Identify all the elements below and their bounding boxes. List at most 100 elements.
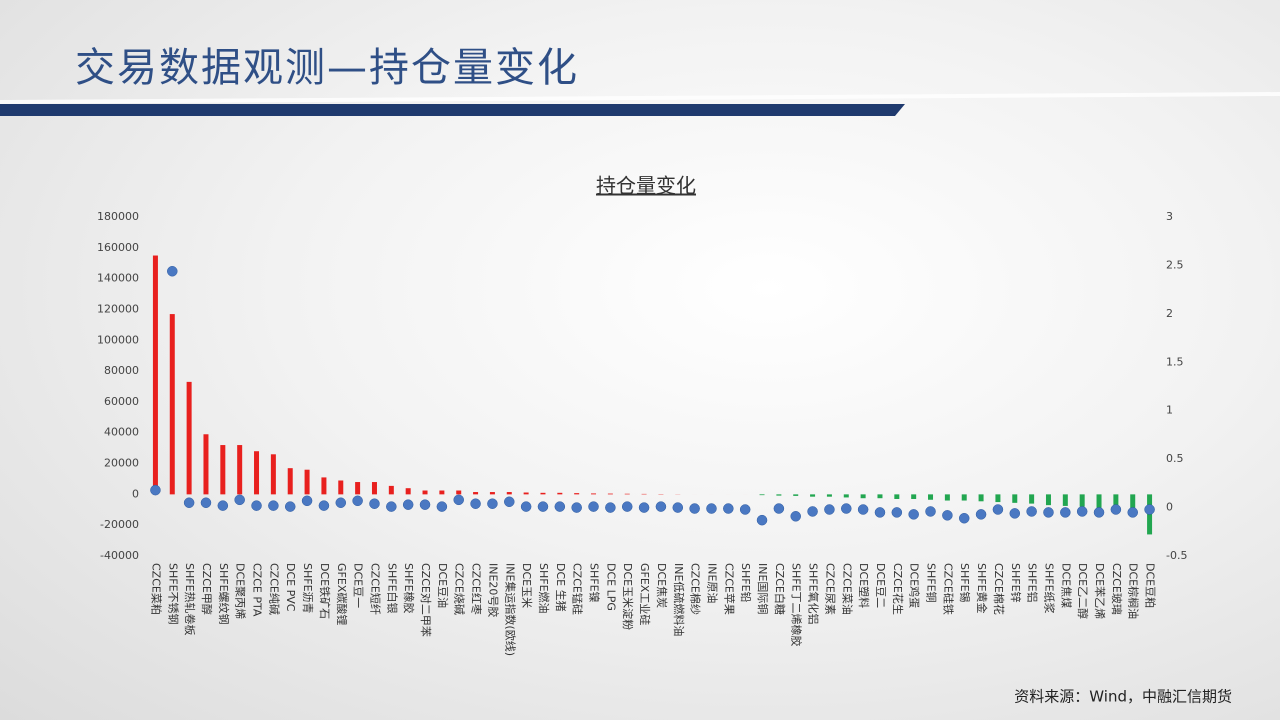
dot — [891, 507, 903, 518]
y-tick-label: 120000 — [97, 302, 139, 315]
dot — [638, 502, 650, 513]
y-tick-label: 20000 — [104, 457, 139, 470]
x-tick-label: SHFE燃油 — [537, 563, 551, 614]
bar — [894, 494, 900, 499]
x-tick-label: CZCE花生 — [891, 563, 905, 615]
dot — [1127, 507, 1138, 518]
x-tick-label: DCE棕榈油 — [1127, 563, 1141, 619]
dot — [706, 503, 717, 514]
y-tick-label: 60000 — [104, 395, 139, 408]
bar — [506, 492, 512, 495]
bar — [388, 485, 394, 495]
x-tick-label: CZCE尿素 — [823, 563, 836, 615]
y-tick-label: 140000 — [97, 272, 139, 285]
bar — [456, 490, 462, 495]
y2-tick-label: 1 — [1166, 404, 1173, 417]
x-tick-label: SHFE铝 — [1026, 563, 1040, 603]
dot — [402, 499, 414, 510]
dot — [689, 503, 700, 514]
bar — [237, 445, 243, 495]
dot — [200, 497, 212, 508]
bar — [826, 494, 832, 497]
x-tick-label: CZCE苹果 — [722, 563, 736, 615]
bar — [270, 454, 276, 495]
y-tick-label: 160000 — [97, 241, 139, 254]
x-tick-label: SHFE镍 — [588, 563, 602, 603]
x-tick-label: GFEX碳酸锂 — [335, 563, 349, 625]
x-tick-label: SHFE氧化铝 — [807, 563, 821, 625]
x-tick-label: SHFE丁二烯橡胶 — [790, 563, 804, 647]
bar — [793, 494, 799, 496]
x-tick-label: SHFE锡 — [958, 563, 972, 603]
x-tick-label: SHFE铅 — [739, 563, 753, 603]
x-tick-label: DCE玉米 — [520, 563, 533, 608]
dot — [1026, 506, 1037, 517]
dot — [251, 500, 262, 511]
dot — [841, 503, 852, 514]
header-highlight — [0, 92, 1280, 104]
bar — [355, 482, 361, 495]
bar — [338, 480, 344, 495]
dot — [268, 500, 279, 511]
bar — [321, 477, 327, 495]
x-tick-label: CZCE菜油 — [840, 563, 854, 615]
x-tick-label: CZCE纯碱 — [267, 563, 280, 615]
dot — [453, 494, 464, 506]
x-tick-label: SHFE橡胶 — [402, 563, 416, 614]
x-tick-label: DCE 生猪 — [554, 563, 568, 612]
y2-tick-label: 2 — [1166, 307, 1173, 320]
x-tick-label: CZCE棉花 — [992, 563, 1006, 615]
x-tick-label: CZCE红枣 — [470, 563, 483, 615]
bar — [843, 494, 849, 498]
x-tick-label: DCE乙二醇 — [1076, 563, 1090, 619]
bar — [860, 494, 866, 499]
bar — [304, 469, 310, 495]
dot — [992, 504, 1004, 515]
x-tick-label: DCE聚丙烯 — [234, 563, 247, 619]
bar — [759, 494, 765, 496]
dot — [908, 509, 919, 520]
x-tick-label: CZCE菜粕 — [149, 563, 163, 615]
x-tick-label: INE20号胶 — [486, 563, 500, 617]
bar — [523, 492, 529, 495]
bar — [422, 490, 428, 495]
y-tick-label: 0 — [132, 487, 139, 500]
x-tick-label: DCE豆粕 — [1144, 563, 1158, 608]
dot — [672, 502, 684, 513]
dot — [1110, 504, 1122, 515]
bar — [574, 493, 580, 495]
x-tick-label: DCE鸡蛋 — [908, 563, 922, 608]
bar — [203, 434, 209, 495]
x-tick-label: INE原油 — [705, 563, 719, 603]
bar — [540, 492, 546, 495]
y2-tick-label: 1.5 — [1166, 355, 1184, 368]
x-tick-label: DCE玉米淀粉 — [621, 563, 635, 630]
dot — [739, 504, 751, 515]
x-tick-label: CZCE PTA — [251, 563, 264, 617]
bar — [810, 494, 816, 497]
dot — [183, 497, 195, 508]
dot — [419, 499, 431, 510]
bar — [1029, 494, 1035, 504]
bar — [473, 492, 479, 495]
bar — [186, 381, 192, 495]
bar — [877, 494, 883, 499]
dot — [1009, 508, 1021, 519]
y2-tick-label: 3 — [1166, 210, 1173, 223]
y-tick-label: -20000 — [100, 518, 139, 531]
bar — [591, 493, 597, 495]
y2-tick-label: 2.5 — [1166, 258, 1184, 271]
x-tick-label: SHFE热轧卷板 — [183, 563, 197, 636]
x-tick-label: CZCE硅铁 — [941, 563, 954, 615]
dot — [436, 501, 448, 512]
x-tick-label: DCE焦炭 — [655, 563, 668, 608]
bar — [254, 451, 260, 495]
y2-tick-label: 0 — [1166, 501, 1173, 514]
x-tick-label: DCE LPG — [604, 563, 617, 611]
bar — [1062, 494, 1068, 506]
x-tick-label: SHFE铜 — [925, 563, 939, 603]
slide-title: 交易数据观测—持仓量变化 — [75, 45, 579, 91]
header-bar — [0, 104, 905, 116]
x-tick-label: DCE豆油 — [436, 563, 450, 608]
